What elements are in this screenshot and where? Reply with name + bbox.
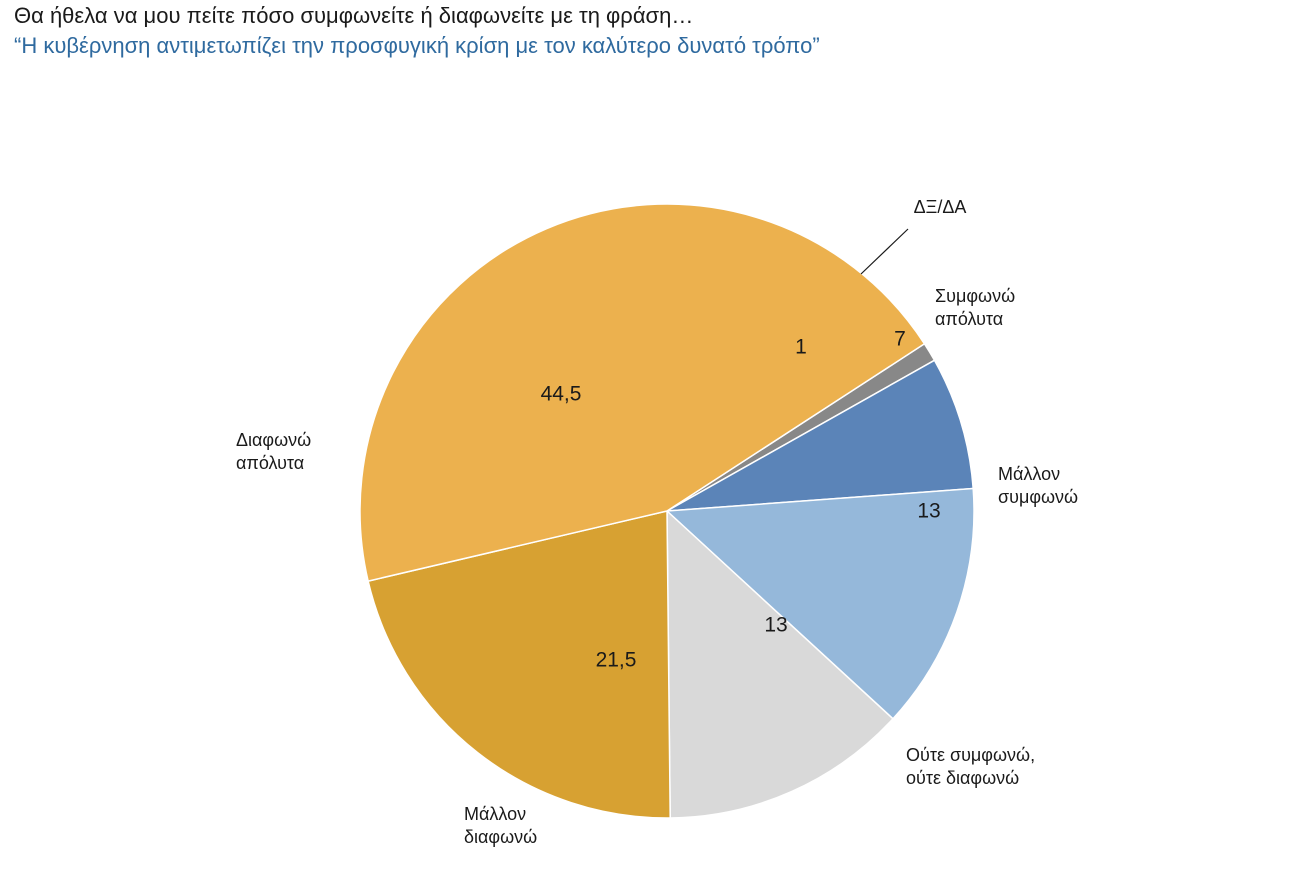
slice-category-label: Διαφωνώ απόλυτα	[236, 430, 311, 473]
slice-category-label-line: Μάλλον	[998, 464, 1060, 484]
pie-slice	[666, 510, 894, 819]
slice-category-label: Μάλλον διαφωνώ	[464, 804, 537, 847]
slice-category-label-line: απόλυτα	[935, 309, 1003, 329]
slice-value-label: 13	[917, 500, 940, 523]
slice-value-label: 21,5	[596, 649, 637, 672]
slice-category-label: Ούτε συμφωνώ, ούτε διαφωνώ	[906, 745, 1035, 788]
slice-category-label-line: Μάλλον	[464, 804, 526, 824]
slice-value-label: 44,5	[541, 383, 582, 406]
slice-category-label-line: Ούτε συμφωνώ,	[906, 745, 1035, 765]
pie-slice	[367, 510, 671, 819]
slice-category-label: ΔΞ/ΔΑ	[914, 197, 967, 217]
leader-line	[860, 228, 909, 275]
pie-slices	[359, 203, 975, 819]
pie-slice	[666, 487, 975, 720]
slice-category-label-line: Διαφωνώ	[236, 430, 311, 450]
slice-category-label: Συμφωνώ απόλυτα	[935, 286, 1015, 329]
slice-category-label-line: συμφωνώ	[998, 487, 1078, 507]
chart-title: Θα ήθελα να μου πείτε πόσο συμφωνείτε ή …	[14, 3, 694, 28]
slice-value-label: 1	[795, 336, 807, 359]
pie-slice	[666, 359, 974, 512]
slice-category-label-line: ούτε διαφωνώ	[906, 768, 1019, 788]
slice-value-label: 7	[894, 328, 906, 351]
slice-category-label-line: απόλυτα	[236, 453, 304, 473]
slice-category-label: Μάλλον συμφωνώ	[998, 464, 1078, 507]
slice-category-label-line: διαφωνώ	[464, 827, 537, 847]
chart-subtitle: “Η κυβέρνηση αντιμετωπίζει την προσφυγικ…	[14, 33, 820, 58]
slice-category-label-line: ΔΞ/ΔΑ	[914, 197, 967, 217]
slice-value-label: 13	[764, 614, 787, 637]
slice-category-label-line: Συμφωνώ	[935, 286, 1015, 306]
pie-slice	[359, 203, 926, 582]
